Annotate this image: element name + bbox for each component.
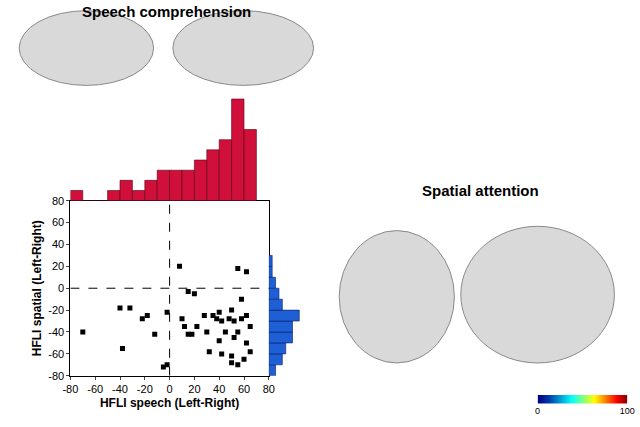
svg-text:100: 100 <box>620 406 635 416</box>
svg-text:40: 40 <box>213 383 225 395</box>
svg-text:-40: -40 <box>112 383 128 395</box>
svg-text:HFLI spatial (Left-Right): HFLI spatial (Left-Right) <box>30 220 44 356</box>
svg-text:-80: -80 <box>62 383 78 395</box>
svg-text:-40: -40 <box>48 326 64 338</box>
svg-text:20: 20 <box>52 260 64 272</box>
svg-text:-80: -80 <box>48 370 64 382</box>
svg-text:0: 0 <box>535 406 540 416</box>
svg-text:80: 80 <box>52 195 64 207</box>
svg-text:-20: -20 <box>137 383 153 395</box>
svg-text:-60: -60 <box>87 383 103 395</box>
svg-text:80: 80 <box>263 383 275 395</box>
svg-text:20: 20 <box>188 383 200 395</box>
svg-text:Spatial attention: Spatial attention <box>422 182 539 199</box>
svg-text:40: 40 <box>52 238 64 250</box>
svg-text:0: 0 <box>58 282 64 294</box>
svg-text:60: 60 <box>238 383 250 395</box>
svg-text:HFLI speech (Left-Right): HFLI speech (Left-Right) <box>100 396 239 410</box>
svg-text:Speech comprehension: Speech comprehension <box>82 3 251 20</box>
svg-text:60: 60 <box>52 216 64 228</box>
svg-text:-60: -60 <box>48 348 64 360</box>
svg-text:0: 0 <box>167 383 173 395</box>
svg-text:-20: -20 <box>48 304 64 316</box>
